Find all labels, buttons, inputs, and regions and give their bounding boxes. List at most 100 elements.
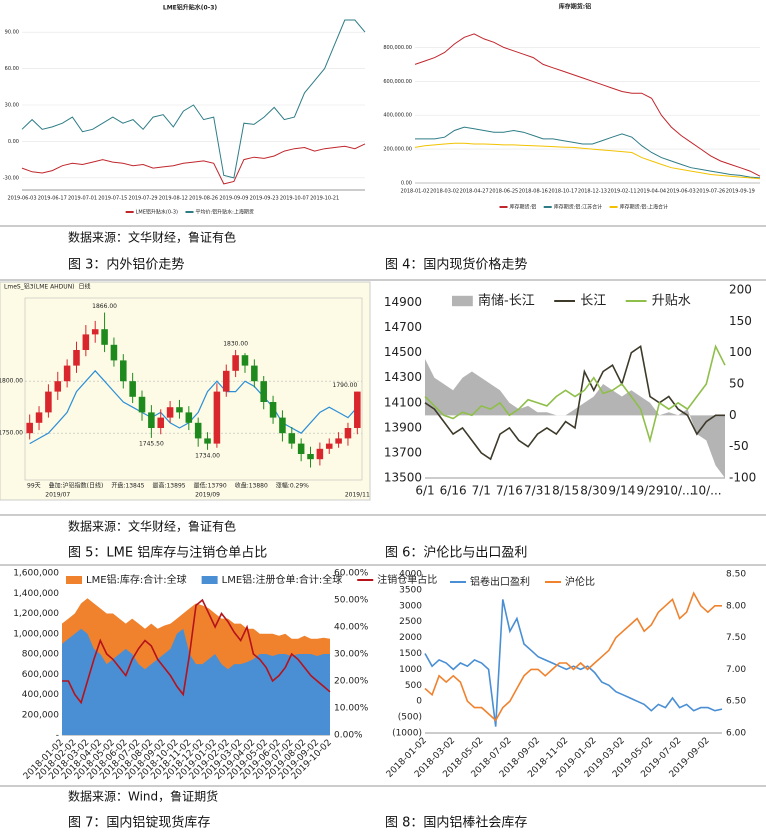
legend-label: 注销仓单占比 bbox=[377, 573, 437, 586]
y-tick-label: 1500 bbox=[399, 649, 422, 659]
source-note: 数据来源：文华财经，鲁证有色 bbox=[68, 519, 236, 534]
x-tick-label: 2019-08-26 bbox=[189, 196, 218, 202]
area-series bbox=[425, 358, 725, 478]
caption: 图 8：国内铝棒社会库存 bbox=[385, 815, 527, 831]
x-tick-label: 2019-04-04 bbox=[637, 189, 666, 195]
y-tick-label: (500) bbox=[398, 713, 422, 723]
candle-body bbox=[73, 350, 80, 366]
chart-title: LmeS_铝3(LME AHDUN) bbox=[4, 283, 75, 291]
candle-body bbox=[129, 381, 136, 397]
x-tick-label: 2019/09 bbox=[195, 492, 220, 499]
y-tick-label: 0 bbox=[416, 697, 422, 707]
caption: 图 5：LME 铝库存与注销仓单占比 bbox=[68, 545, 267, 561]
x-tick-label: 2019-06-17 bbox=[38, 196, 67, 202]
x-tick-label: 2019-06-03 bbox=[7, 196, 36, 202]
candle-body bbox=[63, 365, 71, 382]
candle-body bbox=[288, 433, 296, 444]
legend-label: 铝卷出口盈利 bbox=[470, 575, 530, 588]
line-series bbox=[21, 19, 366, 179]
y2-tick-label: 50 bbox=[729, 377, 744, 391]
line-series bbox=[414, 33, 761, 177]
chart-title: 库存期货:铝 bbox=[559, 3, 591, 11]
y2-tick-label: 30.00% bbox=[334, 650, 369, 660]
line-series bbox=[21, 143, 366, 185]
y2-tick-label: 0.00% bbox=[334, 731, 363, 741]
candle-body bbox=[101, 329, 108, 345]
y-tick-label: 14700 bbox=[384, 320, 422, 334]
x-tick-label: 2019-09-23 bbox=[250, 196, 279, 202]
x-tick-label: 2019-09-19 bbox=[726, 189, 755, 195]
x-tick-label: 7/31 bbox=[524, 484, 551, 498]
y-tick-label: 600,000 bbox=[22, 670, 59, 680]
y-tick-label: 400,000 bbox=[22, 690, 59, 700]
legend-label: LME铝:注册仓单:合计:全球 bbox=[222, 573, 343, 586]
candle-body bbox=[260, 381, 267, 402]
y2-tick-label: 8.00 bbox=[726, 601, 746, 611]
x-tick-label: 2019-07-15 bbox=[98, 196, 127, 202]
line-series bbox=[424, 599, 723, 727]
y-tick-label: 1750.00 bbox=[0, 430, 23, 437]
candle-panel bbox=[0, 281, 371, 501]
x-tick-label: 2018-06-25 bbox=[489, 189, 518, 195]
price-annotation: 1866.00 bbox=[92, 303, 117, 310]
legend-swatch bbox=[452, 295, 473, 307]
price-annotation: 1790.00 bbox=[333, 382, 358, 389]
candle-body bbox=[185, 412, 193, 423]
y-tick-label: 0.00 bbox=[8, 139, 19, 145]
x-tick-label: 2019-06-03 bbox=[667, 189, 696, 195]
x-tick-label: 2019-02-11 bbox=[607, 189, 636, 195]
x-tick-label: 2018-08-16 bbox=[519, 189, 548, 195]
candle-body bbox=[269, 402, 277, 418]
y2-tick-label: 10.00% bbox=[334, 704, 369, 714]
legend-label: LME铝:库存:合计:全球 bbox=[86, 573, 187, 586]
status-item: 涨幅:0.29% bbox=[276, 482, 309, 490]
y2-tick-label: 40.00% bbox=[334, 623, 369, 633]
candle-body bbox=[297, 443, 305, 454]
legend-swatch bbox=[66, 576, 82, 584]
y-tick-label: -30.00 bbox=[3, 175, 19, 181]
x-tick-label: 2018-10-17 bbox=[548, 189, 577, 195]
candle-body bbox=[91, 329, 99, 335]
legend-label: 升贴水 bbox=[652, 294, 691, 309]
candle-body bbox=[26, 422, 33, 434]
y2-tick-label: 6.50 bbox=[726, 697, 746, 707]
x-tick-label: 7/16 bbox=[496, 484, 523, 498]
candle-body bbox=[138, 396, 146, 413]
x-tick-label: 2019/11 bbox=[345, 492, 370, 499]
y2-tick-label: 8.50 bbox=[726, 570, 746, 580]
legend-label: 库存期货:铝 bbox=[510, 204, 537, 211]
x-tick-label: 2019-08-12 bbox=[159, 196, 188, 202]
y-tick-label: 1000 bbox=[399, 665, 422, 675]
candle-body bbox=[307, 454, 314, 460]
y-tick-label: 3500 bbox=[399, 585, 422, 595]
status-item: 最低:13790 bbox=[194, 482, 227, 490]
overlay-line bbox=[29, 369, 358, 445]
y-tick-label: 60.00 bbox=[5, 66, 19, 72]
candle-body bbox=[54, 381, 62, 392]
y-tick-label: 800,000.00 bbox=[383, 45, 412, 51]
candle-body bbox=[176, 407, 183, 413]
y2-tick-label: 50.00% bbox=[334, 596, 369, 606]
candle-body bbox=[82, 334, 90, 350]
y-tick-label: 1,400,000 bbox=[13, 589, 59, 599]
y-tick-label: 1,600,000 bbox=[13, 569, 59, 579]
y2-tick-label: 100 bbox=[729, 345, 752, 359]
status-item: 开盘:13845 bbox=[111, 482, 144, 490]
y-tick-label: 14900 bbox=[384, 295, 422, 309]
candle-body bbox=[241, 355, 249, 366]
legend-label: 平均价:铝升贴水:上海期货 bbox=[195, 209, 253, 216]
y-tick-label: 500 bbox=[405, 681, 422, 691]
x-tick-label: 2019-07-01 bbox=[68, 196, 97, 202]
x-tick-label: 2018-04-27 bbox=[460, 189, 489, 195]
candle-body bbox=[251, 365, 258, 382]
x-tick-label: 2018-03-02 bbox=[430, 189, 459, 195]
y2-tick-label: 6.00 bbox=[726, 729, 746, 739]
y-tick-label: 200,000 bbox=[22, 710, 59, 720]
candle-body bbox=[222, 370, 230, 392]
candle-body bbox=[120, 360, 127, 382]
y2-tick-label: 200 bbox=[729, 283, 752, 297]
x-tick-label: 2019/07 bbox=[45, 492, 70, 499]
candle-body bbox=[354, 391, 361, 428]
y-tick-label: 600,000.00 bbox=[383, 79, 412, 85]
period-label: 日线 bbox=[79, 283, 91, 291]
